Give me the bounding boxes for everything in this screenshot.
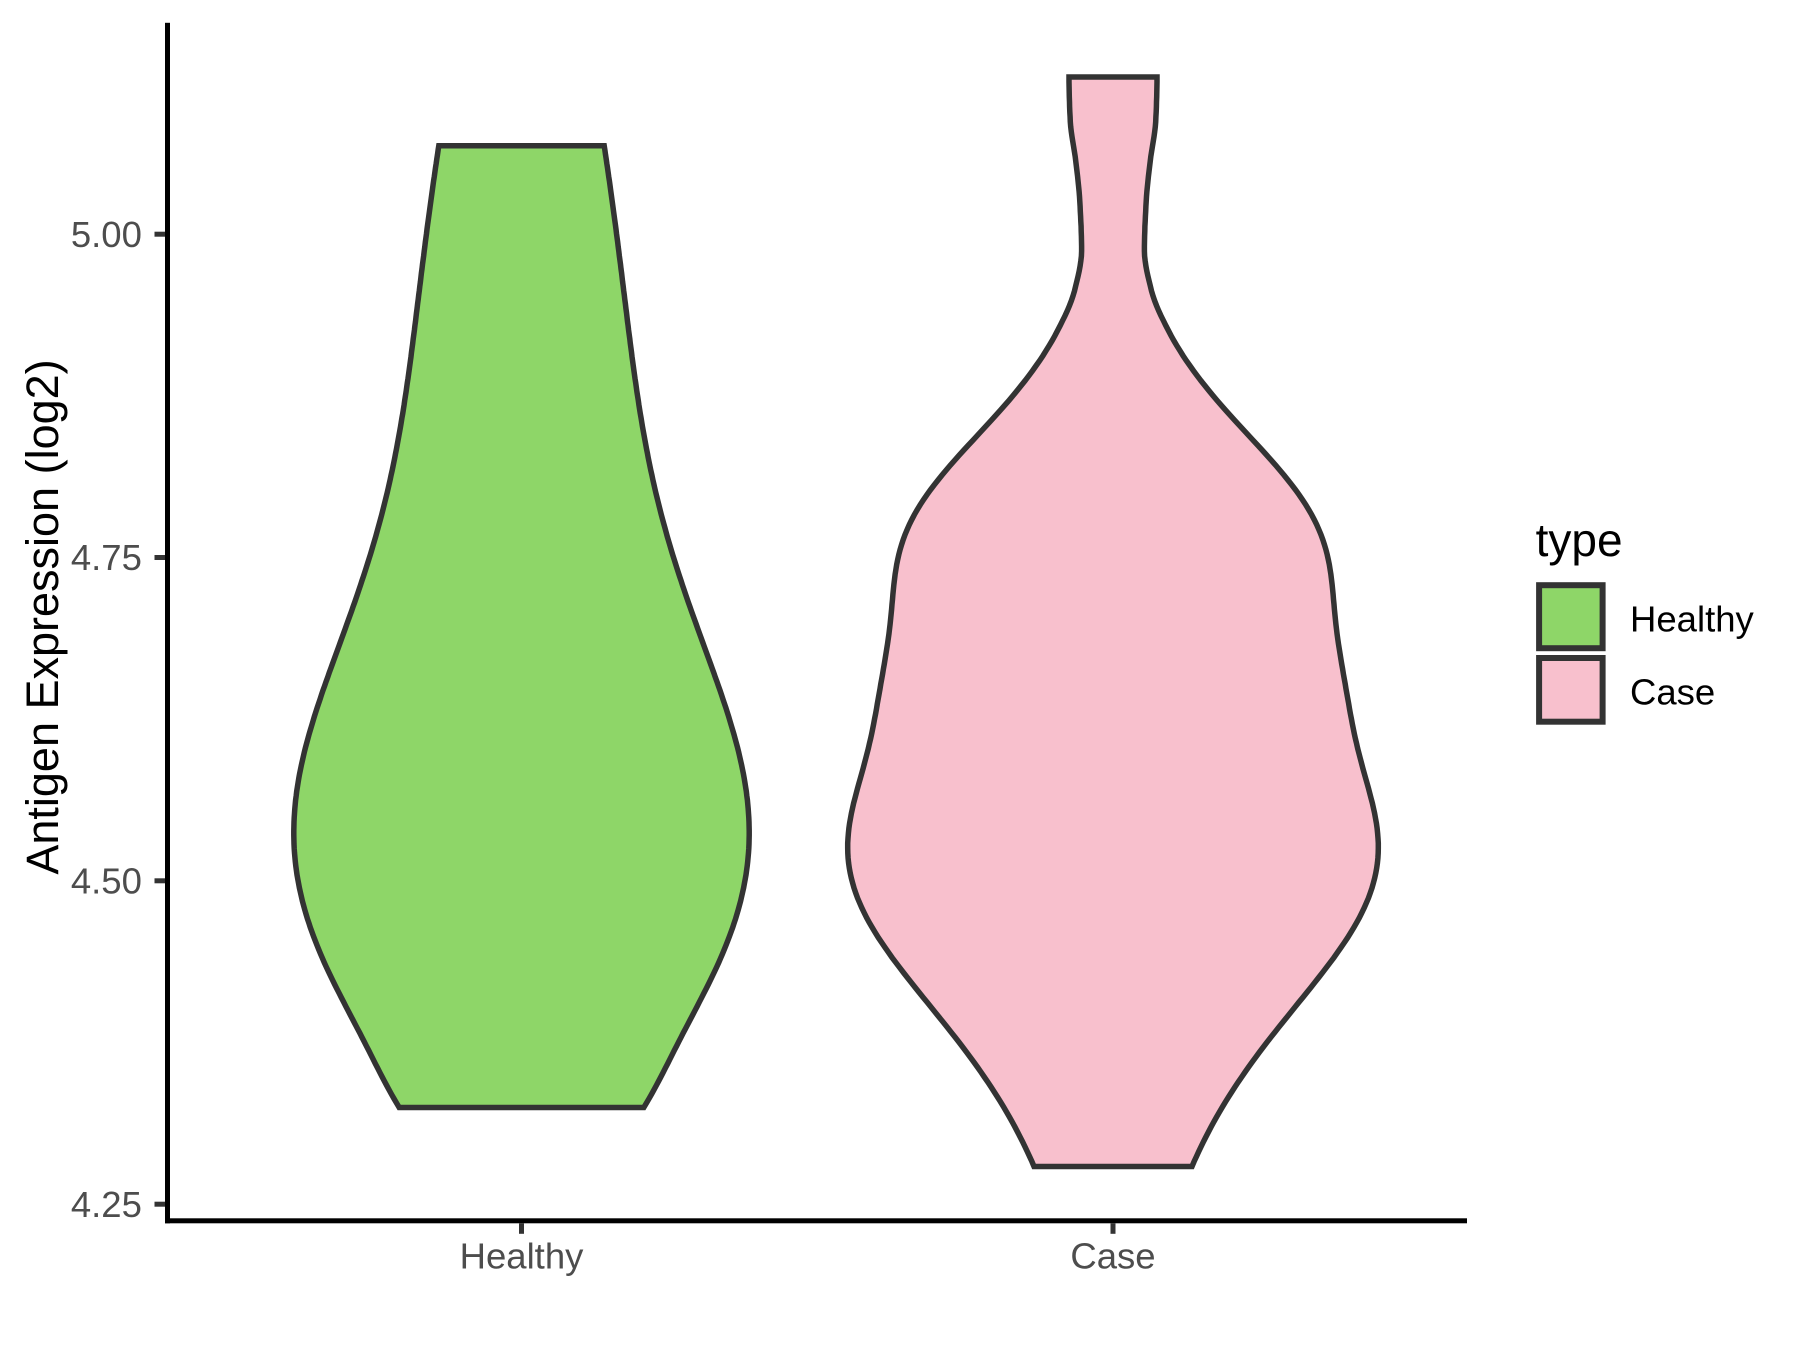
svg-text:type: type [1536,514,1623,566]
svg-text:Antigen Expression (log2): Antigen Expression (log2) [17,359,68,874]
svg-text:Healthy: Healthy [460,1235,585,1276]
svg-text:4.50: 4.50 [71,861,142,902]
svg-text:Healthy: Healthy [1630,599,1755,640]
svg-text:4.75: 4.75 [71,537,142,578]
svg-text:4.25: 4.25 [71,1184,142,1225]
svg-text:Case: Case [1630,672,1715,713]
svg-text:5.00: 5.00 [71,214,142,255]
svg-text:Case: Case [1070,1235,1155,1276]
